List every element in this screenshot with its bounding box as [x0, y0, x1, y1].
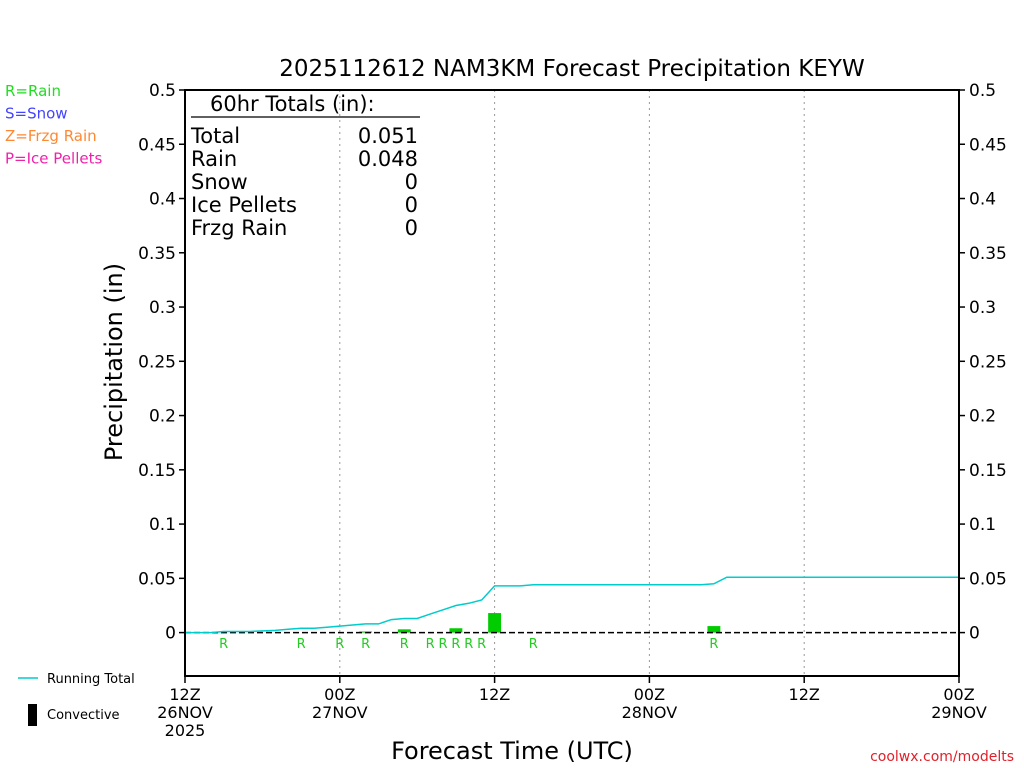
x-tick-label: 2025 [165, 721, 206, 740]
precip-bar [488, 613, 502, 633]
y-tick-label-left: 0.1 [149, 515, 176, 535]
precip-type-marker: R [451, 637, 460, 652]
precip-type-marker: R [709, 637, 718, 652]
x-tick-label: 12Z [789, 685, 820, 704]
y-tick-label-left: 0.45 [138, 135, 176, 155]
totals-row-value: 0.051 [358, 124, 418, 148]
vertical-grid [339, 90, 805, 676]
precip-type-marker: R [297, 637, 306, 652]
convective-legend-swatch [28, 704, 37, 726]
y-tick-label-right: 0.2 [969, 407, 996, 427]
y-tick-label-left: 0.05 [138, 569, 176, 589]
y-tick-label-left: 0.25 [138, 352, 176, 372]
precip-type-marker: R [335, 637, 344, 652]
y-tick-label-left: 0.5 [149, 81, 176, 101]
totals-heading: 60hr Totals (in): [210, 92, 375, 116]
y-tick-label-right: 0.3 [969, 298, 996, 318]
y-tick-label-left: 0.35 [138, 244, 176, 264]
y-axis-ticks: 0 00.05 0.050.1 0.10.15 0.150.2 0.20.25 0.250.… [138, 81, 1007, 644]
precip-type-legend-item: R=Rain [5, 82, 61, 100]
precip-type-marker: R [400, 637, 409, 652]
x-tick-label: 00Z [634, 685, 665, 704]
y-tick-label-right: 0.25 [969, 352, 1007, 372]
precip-type-legend-item: S=Snow [5, 105, 68, 123]
totals-row-label: Ice Pellets [191, 193, 297, 217]
totals-row-value: 0 [405, 193, 418, 217]
totals-row-value: 0 [405, 216, 418, 240]
precip-type-marker: R [438, 637, 447, 652]
totals-row-label: Frzg Rain [191, 216, 287, 240]
precip-bar [449, 628, 463, 633]
precip-type-marker: R [219, 637, 228, 652]
running-total-series [185, 576, 959, 634]
running-total-line [185, 576, 959, 634]
plot-frame [184, 89, 960, 677]
y-tick-label-left: 0.3 [149, 298, 176, 318]
precip-type-marker: R [477, 637, 486, 652]
x-tick-label: 28NOV [622, 703, 678, 722]
credit-text: coolwx.com/modelts [870, 749, 1014, 765]
x-tick-label: 12Z [169, 685, 200, 704]
precip-type-marker: R [426, 637, 435, 652]
x-axis-label: Forecast Time (UTC) [391, 737, 633, 765]
y-tick-label-right: 0.1 [969, 515, 996, 535]
chart-title: 2025112612 NAM3KM Forecast Precipitation… [279, 56, 864, 82]
y-tick-label-right: 0.5 [969, 81, 996, 101]
totals-row-value: 0.048 [358, 147, 418, 171]
x-tick-label: 12Z [479, 685, 510, 704]
series-legend-label: Convective [47, 708, 120, 723]
y-tick-label-left: 0.15 [138, 461, 176, 481]
precip-type-marker: R [529, 637, 538, 652]
y-tick-label-right: 0.35 [969, 244, 1007, 264]
y-tick-label-left: 0 [165, 624, 176, 644]
totals-box: 60hr Totals (in): Total 0.051 Rain 0.048 Snow… [190, 92, 420, 240]
precip-type-legend-item: Z=Frzg Rain [5, 127, 97, 145]
y-tick-label-left: 0.2 [149, 407, 176, 427]
precip-type-legend-item: P=Ice Pellets [5, 150, 102, 168]
totals-row-label: Rain [191, 147, 237, 171]
precip-type-marker: R [464, 637, 473, 652]
totals-row-value: 0 [405, 170, 418, 194]
x-tick-label: 26NOV [157, 703, 213, 722]
y-tick-label-right: 0 [969, 624, 980, 644]
x-tick-label: 00Z [943, 685, 974, 704]
y-tick-label-right: 0.05 [969, 569, 1007, 589]
y-axis-label: Precipitation (in) [100, 263, 128, 461]
precip-bar [707, 626, 721, 633]
y-tick-label-right: 0.15 [969, 461, 1007, 481]
precip-type-marker: R [361, 637, 370, 652]
totals-row-label: Total [190, 124, 240, 148]
y-tick-label-left: 0.4 [149, 190, 176, 210]
precip-type-legend: R=Rain S=Snow Z=Frzg Rain P=Ice Pellets [5, 82, 102, 168]
series-legend-label: Running Total [47, 672, 135, 687]
totals-row-label: Snow [191, 170, 248, 194]
precip-bar [397, 629, 411, 633]
x-tick-label: 00Z [324, 685, 355, 704]
series-legend: Running Total Convective [18, 672, 135, 726]
x-tick-label: 27NOV [312, 703, 368, 722]
x-tick-label: 29NOV [931, 703, 987, 722]
y-tick-label-right: 0.45 [969, 135, 1007, 155]
y-tick-label-right: 0.4 [969, 190, 996, 210]
